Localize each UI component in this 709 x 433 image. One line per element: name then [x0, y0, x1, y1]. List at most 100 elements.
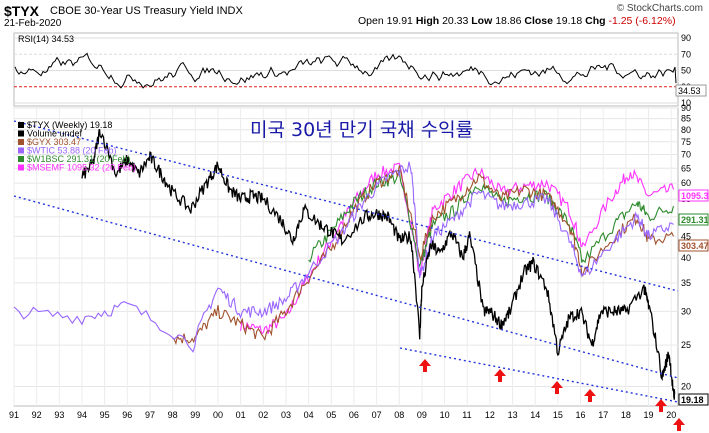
- x-tick-label: 10: [440, 410, 450, 420]
- chart-date: 21-Feb-2020: [4, 18, 62, 29]
- x-tick-label: 04: [304, 410, 314, 420]
- low-label: Low: [471, 15, 493, 27]
- legend-entry: $TYX (Weekly) 19.18: [27, 120, 112, 130]
- rsi-last-value: 34.53: [678, 86, 701, 96]
- series-wtic: [13, 161, 674, 353]
- x-tick-label: 01: [236, 410, 246, 420]
- y-tick-label: 20: [681, 381, 691, 391]
- x-tick-label: 96: [122, 410, 132, 420]
- arrow-marker-2015: [551, 381, 563, 394]
- last-value-tag: [678, 239, 709, 252]
- y-tick-label: 85: [681, 114, 691, 124]
- last-value-tags: 1095.32 291.31 303.47 19.18: [678, 189, 709, 406]
- rsi-y-axis: 9070503010: [14, 33, 691, 108]
- description: CBOE 30-Year US Treasury Yield INDX: [50, 5, 243, 17]
- x-tick-label: 94: [77, 410, 87, 420]
- last-value-text: 1095.32: [681, 191, 709, 201]
- rsi-frame: [13, 32, 679, 107]
- legend-swatch: [18, 130, 24, 137]
- series-gyx: [172, 165, 674, 346]
- high-label: High: [415, 15, 440, 27]
- legend-swatch: [18, 156, 24, 162]
- x-tick-label: 92: [32, 410, 42, 420]
- legend-swatch: [18, 164, 24, 171]
- open-label: Open: [358, 15, 384, 27]
- rsi-tick-label: 90: [681, 33, 691, 43]
- x-tick-label: 08: [394, 410, 404, 420]
- last-value-tag: [678, 393, 709, 406]
- last-value-text: 291.31: [681, 215, 709, 225]
- y-tick-label: 70: [681, 150, 691, 160]
- y-tick-label: 25: [681, 340, 691, 350]
- legend-swatch: [18, 122, 24, 128]
- support-line: [399, 347, 679, 403]
- rsi-tick-label: 70: [681, 49, 691, 59]
- x-tick-label: 02: [258, 410, 268, 420]
- rsi-last-tag: [675, 84, 707, 97]
- rsi-tick-label: 50: [681, 66, 691, 76]
- x-tick-label: 13: [508, 410, 518, 420]
- series-w1bsc: [308, 169, 675, 268]
- low-value: 18.86: [495, 15, 522, 27]
- description-text: CBOE 30-Year US Treasury Yield: [50, 5, 214, 17]
- legend-entry: $W1BSC 291.31 (20 Feb): [27, 154, 131, 164]
- rsi-label: RSI(14) 34.53: [18, 34, 74, 44]
- legend-entry: $GYX 303.47: [27, 137, 81, 147]
- rsi-line: [14, 52, 677, 89]
- x-tick-label: 17: [598, 410, 608, 420]
- x-tick-label: 97: [145, 410, 155, 420]
- x-tick-label: 99: [190, 410, 200, 420]
- legend-swatch: [18, 139, 24, 145]
- x-tick-label: 09: [417, 410, 427, 420]
- upper-channel-line: [13, 120, 679, 292]
- close-value: 19.18: [555, 15, 583, 27]
- x-tick-label: 20: [666, 410, 676, 420]
- last-value-tag: [678, 213, 709, 226]
- last-value-text: 303.47: [681, 241, 709, 251]
- exchange: INDX: [216, 5, 243, 17]
- x-tick-label: 14: [530, 410, 540, 420]
- x-tick-label: 95: [100, 410, 110, 420]
- x-tick-label: 91: [9, 410, 19, 420]
- legend-entry: $MSEMF 1095.32 (20 Feb): [27, 163, 136, 173]
- symbol: $TYX: [4, 3, 40, 19]
- x-tick-label: 12: [485, 410, 495, 420]
- arrow-marker-2016: [584, 389, 596, 402]
- x-tick-label: 06: [349, 410, 359, 420]
- x-tick-label: 03: [281, 410, 291, 420]
- rsi-tick-label: 10: [681, 98, 691, 108]
- y-tick-label: 40: [681, 253, 691, 263]
- arrow-marker-2009: [419, 359, 431, 372]
- brand-watermark: © StockCharts.com: [616, 3, 703, 14]
- x-tick-label: 15: [553, 410, 563, 420]
- price-panel: 908580757065605550454035302520 919293949…: [9, 103, 709, 431]
- y-tick-label: 35: [681, 278, 691, 288]
- x-tick-label: 19: [644, 410, 654, 420]
- y-tick-label: 75: [681, 137, 691, 147]
- korean-annotation: 미국 30년 만기 국채 수익률: [250, 119, 473, 141]
- series-layer: [13, 129, 676, 400]
- x-tick-label: 11: [462, 410, 471, 420]
- last-value-text: 19.18: [681, 395, 704, 405]
- last-value-tag: [678, 189, 709, 202]
- arrow-marker-2019: [655, 399, 667, 412]
- y-tick-label: 30: [681, 306, 691, 316]
- y-tick-label: 90: [681, 103, 691, 113]
- x-tick-label: 00: [213, 410, 223, 420]
- y-tick-label: 45: [681, 231, 691, 241]
- ohlc-readout: Open 19.91 High 20.33 Low 18.86 Close 19…: [358, 15, 676, 27]
- chart-header: $TYX CBOE 30-Year US Treasury Yield INDX…: [0, 0, 709, 30]
- arrow-marker-2020: [673, 418, 685, 431]
- x-tick-label: 18: [621, 410, 631, 420]
- chg-value: -1.25 (-6.12%): [608, 15, 676, 27]
- x-tick-label: 07: [372, 410, 382, 420]
- series-tyxweekly: [81, 129, 676, 400]
- y-tick-label: 65: [681, 163, 691, 173]
- x-axis: 91 92 93 94 95 96 97 98 99 00 01 02 03 04 05 06 07 08 09 10…: [9, 410, 676, 420]
- y-tick-label: 60: [681, 178, 691, 188]
- x-tick-label: 16: [576, 410, 586, 420]
- rsi-panel: 9070503010 34.53 RSI(14) 34.53: [13, 32, 707, 108]
- legend-entry: $WTIC 53.88 (20 Feb): [27, 146, 117, 156]
